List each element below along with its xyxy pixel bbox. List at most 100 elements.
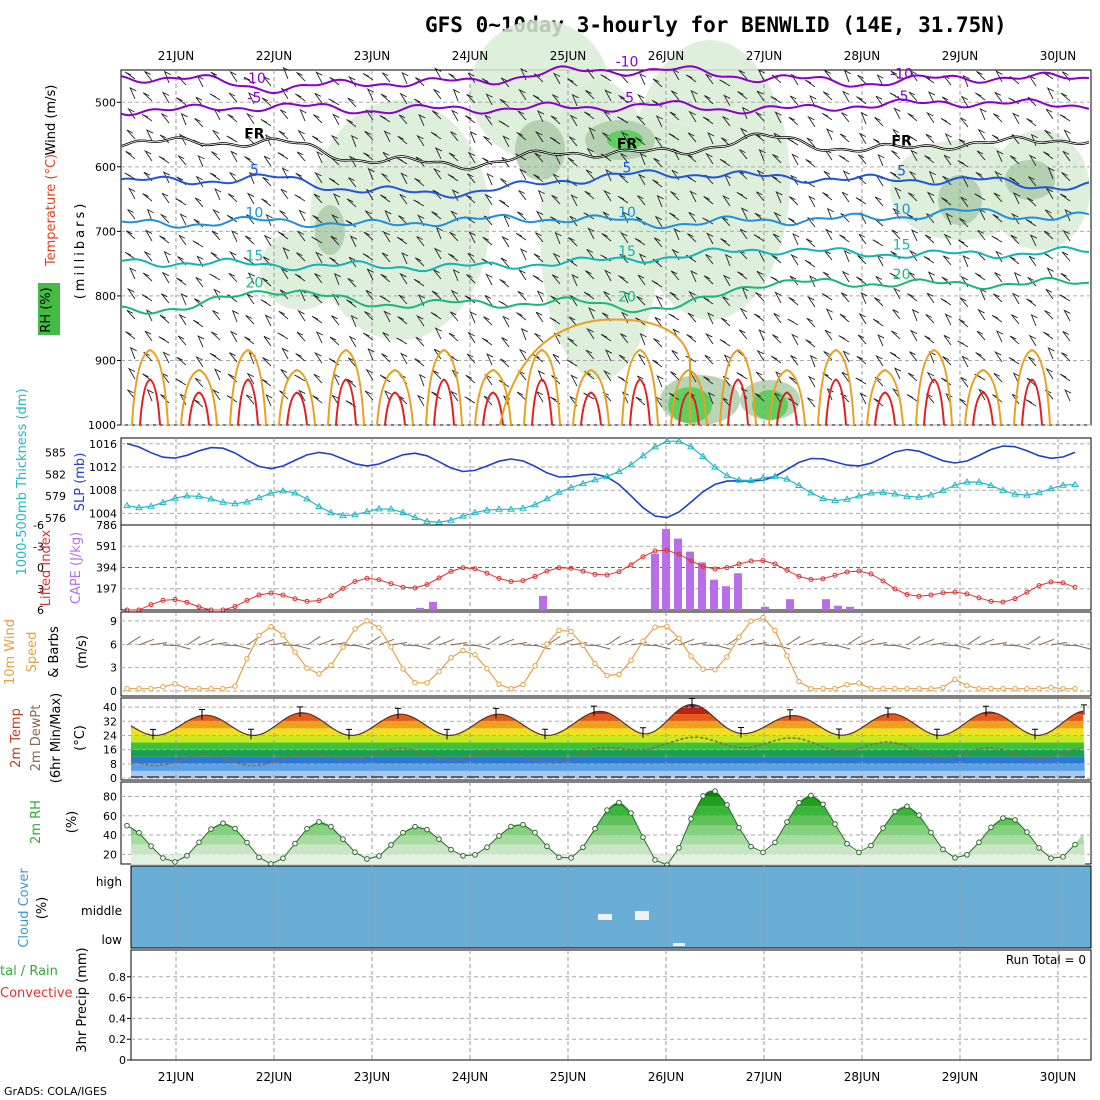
upper-wind-barb (210, 331, 221, 341)
upper-wind-barb (992, 293, 1003, 303)
wind10-marker (784, 652, 790, 659)
upper-wind-barb (790, 174, 799, 186)
minmax-whisker (542, 728, 548, 740)
upper-wind-barb (891, 229, 901, 240)
upper-wind-barb (520, 327, 528, 341)
upper-wind-barb (839, 313, 850, 323)
wind10-marker (844, 681, 850, 688)
upper-wind-barb (875, 95, 884, 107)
upper-wind-barb (1026, 197, 1037, 207)
minmax-whisker (493, 707, 499, 719)
upper-wind-barb (707, 391, 715, 405)
upper-wind-barb (549, 136, 561, 145)
temp-band (131, 714, 1085, 722)
upper-wind-barb (756, 349, 765, 362)
rh-tick-label: 40 (103, 829, 117, 842)
li-ylabel: Lifted Index (39, 529, 54, 606)
rh-marker (232, 825, 238, 832)
wind10-barb (426, 635, 441, 646)
upper-wind-barb (996, 150, 1004, 163)
thickness-marker (231, 499, 239, 507)
upper-wind-barb (484, 114, 493, 126)
upper-wind-barb (296, 252, 306, 262)
temp-band (131, 763, 1085, 771)
warm-contour (866, 368, 904, 426)
upper-wind-barb (586, 249, 595, 260)
wind10-barb (378, 638, 395, 646)
upper-wind-barb (907, 112, 918, 122)
rh-marker (856, 849, 862, 856)
upper-wind-barb (145, 129, 154, 142)
thickness-marker (867, 489, 875, 496)
upper-wind-barb (282, 66, 290, 80)
warm-contour (817, 348, 855, 426)
upper-wind-barb (279, 210, 289, 220)
upper-wind-barb (1045, 108, 1054, 120)
wind10-marker (1048, 684, 1054, 691)
upper-wind-barb (638, 253, 646, 266)
upper-wind-barb (146, 388, 154, 402)
upper-wind-barb (826, 207, 834, 221)
li-tick-label: -6 (33, 519, 44, 532)
li-marker (844, 569, 850, 575)
upper-wind-barb (535, 210, 544, 223)
upper-wind-barb (279, 289, 289, 300)
upper-wind-barb (312, 294, 323, 304)
upper-wind-barb (315, 251, 323, 264)
upper-wind-barb (535, 232, 544, 243)
wind10-barb (894, 644, 911, 650)
upper-wind-barb (192, 240, 204, 248)
wind10-marker (496, 681, 502, 687)
upper-wind-barb (600, 74, 612, 82)
temp-band (131, 721, 1085, 729)
thickness-marker (255, 493, 263, 501)
upper-wind-barb (552, 353, 561, 365)
upper-wind-barb (583, 212, 595, 220)
upper-wind-barb (245, 394, 255, 405)
temp-contour-label: -5 (895, 89, 909, 105)
warm-contour (572, 368, 610, 426)
upper-wind-barb (603, 189, 612, 202)
rh-marker (544, 843, 550, 850)
wind10-barb (846, 635, 861, 646)
upper-wind-barb (757, 69, 765, 82)
upper-wind-barb (262, 176, 272, 187)
wind10-marker (1060, 685, 1066, 692)
upper-wind-barb (416, 134, 425, 147)
li-marker (460, 565, 466, 571)
upper-wind-barb (294, 374, 306, 382)
li-marker (664, 547, 670, 553)
upper-wind-barb (584, 371, 595, 380)
wind-grid (121, 612, 1091, 696)
upper-wind-barb (209, 352, 221, 361)
wind10-barb (654, 644, 671, 650)
temp-contour-label: 5 (897, 164, 906, 180)
upper-wind-barb (843, 69, 851, 83)
thickness-marker (903, 492, 911, 499)
upper-wind-barb (621, 391, 629, 404)
wind10-marker (208, 685, 214, 692)
thickness-marker (399, 508, 407, 516)
temp-contour-label: 10 (893, 202, 911, 218)
cape-ylabel: CAPE (J/kg) (69, 532, 84, 604)
upper-wind-barb (228, 250, 238, 263)
upper-wind-barb (720, 137, 731, 147)
thickness-marker (663, 437, 671, 444)
upper-wind-barb (1045, 187, 1054, 200)
upper-wind-barb (247, 92, 256, 105)
rh-tick-label: 60 (103, 810, 117, 823)
upper-wind-barb (909, 69, 918, 82)
upper-wind-barb (176, 97, 187, 106)
rh-marker (220, 820, 226, 826)
wind10-barb (870, 642, 887, 646)
upper-wind-barb (294, 194, 306, 202)
upper-wind-barb (314, 171, 323, 184)
upper-wind-barb (158, 336, 170, 344)
rh-marker (1036, 845, 1042, 851)
upper-wind-barb (721, 194, 731, 207)
upper-wind-barb (280, 267, 289, 280)
upper-wind-barb (689, 190, 697, 203)
upper-wind-barb (775, 190, 783, 204)
upper-wind-barb (1061, 172, 1071, 182)
